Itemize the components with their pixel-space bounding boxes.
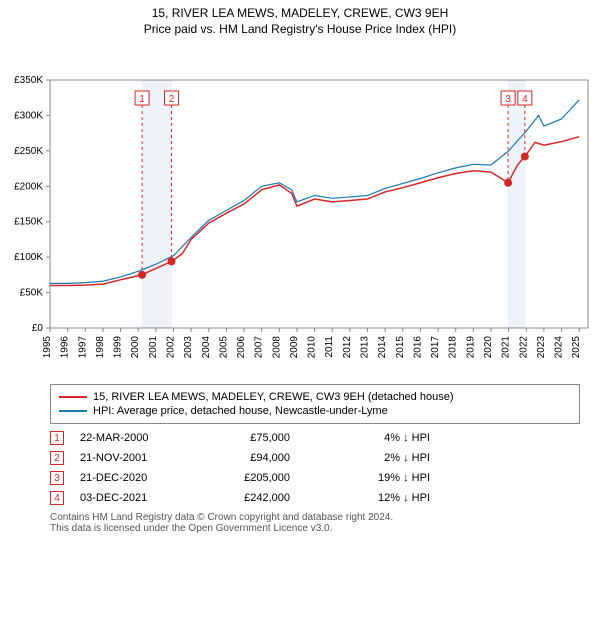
marker-dot [138,271,146,279]
series-property [50,137,579,286]
x-tick-label: 2015 [395,336,406,359]
marker-label-text: 4 [522,94,528,105]
x-tick-label: 1997 [77,336,88,359]
marker-dot [504,179,512,187]
marker-dot [521,153,529,161]
sales-date: 21-DEC-2020 [80,472,220,484]
sales-marker: 3 [50,471,64,485]
x-tick-label: 2023 [536,336,547,359]
sales-price: £205,000 [220,472,320,484]
sales-price: £94,000 [220,452,320,464]
x-tick-label: 1998 [95,336,106,359]
sales-price: £242,000 [220,492,320,504]
y-tick-label: £250K [14,146,43,157]
x-tick-label: 2019 [465,336,476,359]
legend-label: 15, RIVER LEA MEWS, MADELEY, CREWE, CW3 … [93,391,454,403]
x-tick-label: 2002 [165,336,176,359]
x-tick-label: 2010 [307,336,318,359]
sales-delta: 2% ↓ HPI [320,452,430,464]
x-tick-label: 2011 [324,336,335,358]
x-tick-label: 2003 [183,336,194,359]
y-tick-label: £0 [32,323,44,334]
x-tick-label: 2001 [148,336,159,359]
chart-subtitle: Price paid vs. HM Land Registry's House … [0,22,600,36]
sales-price: £75,000 [220,432,320,444]
sales-row: 4 03-DEC-2021£242,00012% ↓ HPI [50,488,580,508]
chart-title: 15, RIVER LEA MEWS, MADELEY, CREWE, CW3 … [0,6,600,20]
highlight-band [142,80,172,328]
highlight-band [508,80,526,328]
sales-marker-cell: 2 [50,451,80,465]
x-tick-label: 2013 [360,336,371,359]
sales-delta: 12% ↓ HPI [320,492,430,504]
y-tick-label: £150K [14,217,43,228]
marker-label-text: 1 [139,94,145,105]
x-tick-label: 2008 [271,336,282,359]
x-tick-label: 2022 [518,336,529,359]
sales-delta: 19% ↓ HPI [320,472,430,484]
legend-swatch [59,410,87,412]
sales-date: 21-NOV-2001 [80,452,220,464]
x-tick-label: 2021 [501,336,512,359]
x-tick-label: 2018 [448,336,459,359]
page-root: 15, RIVER LEA MEWS, MADELEY, CREWE, CW3 … [0,0,600,534]
x-tick-label: 2020 [483,336,494,359]
x-tick-label: 2006 [236,336,247,359]
y-tick-label: £200K [14,181,43,192]
legend-row: 15, RIVER LEA MEWS, MADELEY, CREWE, CW3 … [59,391,571,403]
title-block: 15, RIVER LEA MEWS, MADELEY, CREWE, CW3 … [0,0,600,38]
sales-marker-cell: 4 [50,491,80,505]
sales-marker: 4 [50,491,64,505]
y-tick-label: £350K [14,75,43,86]
sales-date: 03-DEC-2021 [80,492,220,504]
x-tick-label: 2016 [412,336,423,359]
marker-label-text: 3 [505,94,511,105]
x-tick-label: 2007 [254,336,265,359]
sales-row: 1 22-MAR-2000£75,0004% ↓ HPI [50,428,580,448]
sales-marker-cell: 3 [50,471,80,485]
sales-marker: 1 [50,431,64,445]
x-tick-label: 2004 [201,336,212,359]
sales-row: 3 21-DEC-2020£205,00019% ↓ HPI [50,468,580,488]
sales-row: 2 21-NOV-2001£94,0002% ↓ HPI [50,448,580,468]
sales-marker: 2 [50,451,64,465]
sales-table: 122-MAR-2000£75,0004% ↓ HPI221-NOV-2001£… [50,428,580,508]
x-tick-label: 2012 [342,336,353,359]
sales-date: 22-MAR-2000 [80,432,220,444]
x-tick-label: 2017 [430,336,441,359]
chart-area: £0 £50K £100K £150K £200K £250K £300K £350K 1995… [0,38,600,378]
marker-dot [168,257,176,265]
sales-marker-cell: 1 [50,431,80,445]
x-tick-label: 1995 [42,336,53,359]
legend-row: HPI: Average price, detached house, Newc… [59,405,571,417]
y-tick-label: £300K [14,110,43,121]
x-tick-label: 2009 [289,336,300,359]
plot-border [50,80,588,328]
x-tick-label: 2024 [554,336,565,359]
x-tick-label: 2014 [377,336,388,359]
y-tick-label: £100K [14,252,43,263]
footer-text: Contains HM Land Registry data © Crown c… [50,512,580,534]
x-tick-label: 2005 [218,336,229,359]
footer-line-2: This data is licensed under the Open Gov… [50,523,580,534]
marker-label-text: 2 [169,94,175,105]
x-tick-label: 2000 [130,336,141,359]
y-tick-label: £50K [20,288,44,299]
x-tick-label: 2025 [571,336,582,359]
chart-svg: £0 £50K £100K £150K £200K £250K £300K £350K 1995… [0,38,600,378]
legend-label: HPI: Average price, detached house, Newc… [93,405,388,417]
sales-delta: 4% ↓ HPI [320,432,430,444]
x-tick-label: 1996 [60,336,71,359]
legend-box: 15, RIVER LEA MEWS, MADELEY, CREWE, CW3 … [50,384,580,424]
legend-swatch [59,396,87,398]
footer-line-1: Contains HM Land Registry data © Crown c… [50,512,580,523]
series-hpi [50,100,579,284]
x-tick-label: 1999 [113,336,124,359]
